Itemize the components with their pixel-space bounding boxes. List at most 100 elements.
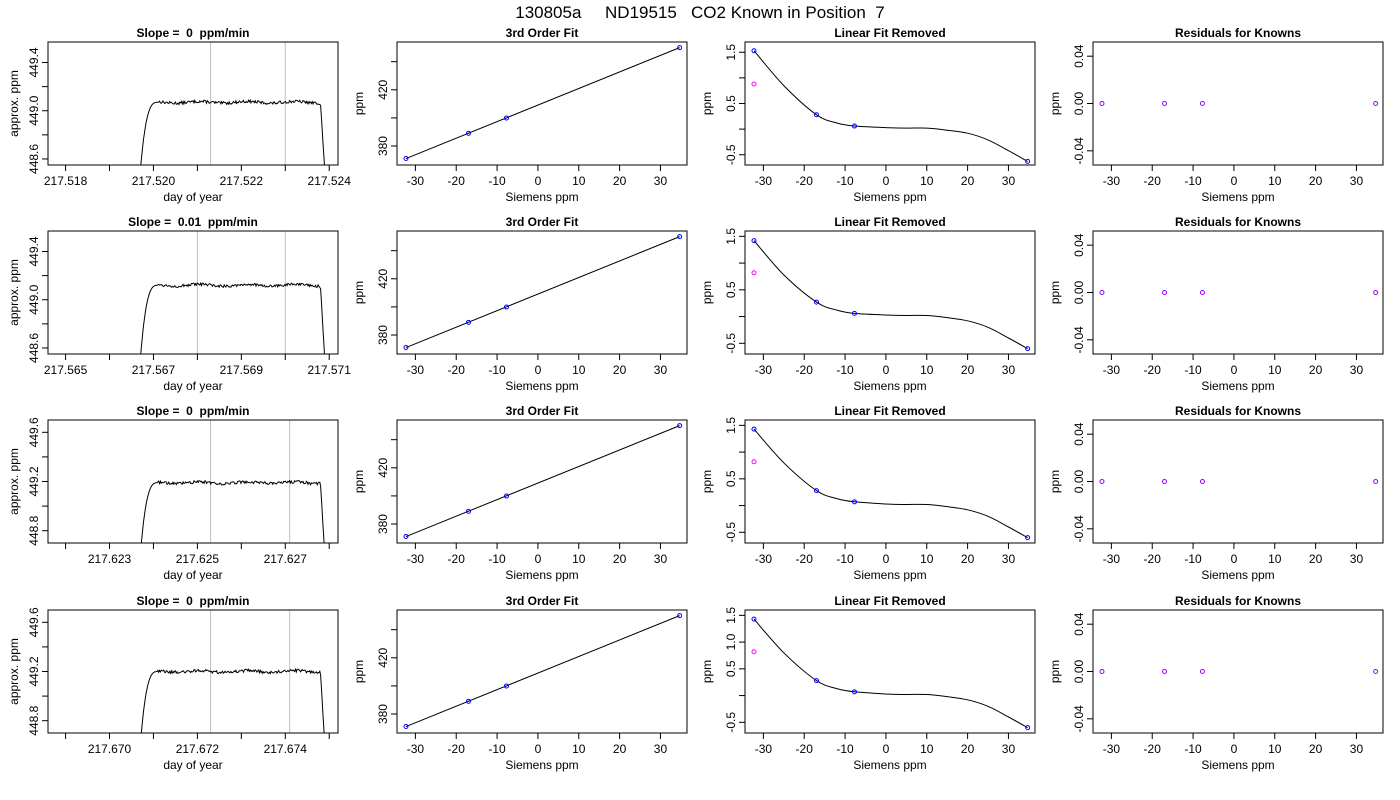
cubic-residual-curve (753, 618, 1028, 729)
x-tick-label: -10 (836, 552, 854, 566)
panel-r2-c4: Residuals for Knowns -30 -20 -10 0 10 20 30 -0.0… (1048, 215, 1384, 393)
y-tick-label: -0.04 (1072, 326, 1086, 354)
known-point (403, 156, 409, 162)
plot-frame (744, 609, 1036, 734)
x-tick-label: 10 (920, 174, 934, 188)
known-point (503, 115, 509, 121)
y-tick-label: 0.04 (1072, 422, 1086, 446)
x-tick-label: 217.518 (44, 174, 88, 188)
x-tick-label: -10 (1184, 363, 1202, 377)
known-point (813, 112, 819, 118)
x-tick-label: 20 (1309, 363, 1323, 377)
x-tick-label: 0 (883, 742, 890, 756)
panel-r1-c4: Residuals for Knowns -30 -20 -10 0 10 20 30 -0.0… (1048, 26, 1384, 204)
known-point (403, 345, 409, 351)
y-tick-label: 420 (376, 647, 390, 667)
x-axis-label: Siemens ppm (505, 758, 578, 772)
residual-point (1373, 669, 1379, 674)
x-tick-label: -20 (796, 363, 814, 377)
x-tick-label: -20 (448, 742, 466, 756)
x-axis-label: Siemens ppm (853, 379, 926, 393)
y-tick-label: 449.0 (27, 284, 41, 314)
y-axis-label: approx. ppm (7, 448, 21, 515)
plot-area (751, 48, 1031, 164)
plot-frame (744, 41, 1036, 166)
x-tick-label: 30 (1350, 363, 1364, 377)
y-tick-label: 448.6 (27, 333, 41, 363)
x-tick-label: 20 (613, 363, 627, 377)
x-tick-label: 30 (1002, 363, 1016, 377)
known-point (1025, 535, 1031, 541)
y-tick-label: 0.04 (1072, 233, 1086, 257)
y-tick-label: 0.04 (1072, 612, 1086, 636)
x-tick-label: -20 (1144, 363, 1162, 377)
x-tick-label: 217.674 (264, 742, 308, 756)
y-axis-label: approx. ppm (7, 70, 21, 137)
y-tick-label: -0.5 (724, 522, 738, 543)
known-point (465, 319, 471, 325)
y-tick-label: 0.00 (1072, 91, 1086, 115)
panel-r4-c4: Residuals for Knowns -30 -20 -10 0 10 20 30 -0.0… (1048, 594, 1384, 772)
x-tick-label: 217.567 (132, 363, 176, 377)
x-tick-label: -20 (1144, 552, 1162, 566)
y-axis-label: ppm (700, 660, 714, 683)
y-axis-label: ppm (352, 660, 366, 683)
y-tick-label: 0.04 (1072, 44, 1086, 68)
known-point (813, 299, 819, 305)
residual-point (1373, 479, 1379, 484)
plot-frame (47, 41, 339, 166)
x-tick-label: 10 (1268, 742, 1282, 756)
x-tick-label: 10 (920, 552, 934, 566)
plot-frame (396, 230, 688, 355)
y-tick-label: 380 (376, 325, 390, 345)
known-point (751, 238, 757, 244)
residual-point (1199, 101, 1205, 106)
x-tick-label: 20 (961, 174, 975, 188)
known-point (851, 499, 857, 505)
x-axis-label: day of year (163, 758, 222, 772)
y-axis-label: ppm (700, 92, 714, 115)
panel-r3-c3: Linear Fit Removed -30 -20 -10 0 10 20 30 -0.5 0.… (700, 404, 1036, 582)
known-point (813, 488, 819, 494)
panel-title: Residuals for Knowns (1175, 26, 1301, 40)
x-tick-label: 0 (535, 363, 542, 377)
x-tick-label: 0 (535, 174, 542, 188)
plot-frame (396, 419, 688, 544)
x-tick-label: 217.522 (220, 174, 264, 188)
y-tick-label: 449.6 (27, 607, 41, 637)
x-tick-label: -10 (1184, 552, 1202, 566)
x-tick-label: 0 (883, 363, 890, 377)
ppm-trace-line (140, 281, 325, 354)
plot-frame (1092, 41, 1384, 166)
y-tick-label: 420 (376, 79, 390, 99)
x-tick-label: -20 (1144, 742, 1162, 756)
x-tick-label: -20 (796, 552, 814, 566)
known-point (677, 613, 683, 619)
x-tick-label: 217.571 (308, 363, 352, 377)
x-tick-label: 20 (961, 363, 975, 377)
panel-r4-c2: 3rd Order Fit -30 -20 -10 0 10 20 30 380 420 Sieme… (352, 594, 688, 772)
plot-area (140, 231, 325, 354)
panel-r3-c4: Residuals for Knowns -30 -20 -10 0 10 20 30 -0.0… (1048, 404, 1384, 582)
panel-title: Slope = 0 ppm/min (136, 594, 249, 608)
residual-point (1099, 101, 1105, 106)
x-tick-label: 10 (1268, 174, 1282, 188)
x-axis-label: Siemens ppm (853, 568, 926, 582)
x-tick-label: 0 (883, 552, 890, 566)
x-tick-label: 0 (535, 742, 542, 756)
known-point (465, 508, 471, 514)
panel-r1-c1: Slope = 0 ppm/min 217.518 217.520 217.522 21… (7, 26, 351, 204)
panel-title: Slope = 0.01 ppm/min (128, 215, 258, 229)
y-tick-label: 448.8 (27, 515, 41, 545)
x-tick-label: 20 (1309, 552, 1323, 566)
known-point (751, 48, 757, 54)
y-axis-label: ppm (352, 470, 366, 493)
plot-area (403, 423, 683, 540)
plot-area (1099, 669, 1379, 674)
plot-area (403, 234, 683, 351)
sample-point (751, 81, 757, 87)
x-tick-label: -10 (488, 742, 506, 756)
plot-area (140, 420, 325, 543)
plot-area (140, 42, 325, 165)
